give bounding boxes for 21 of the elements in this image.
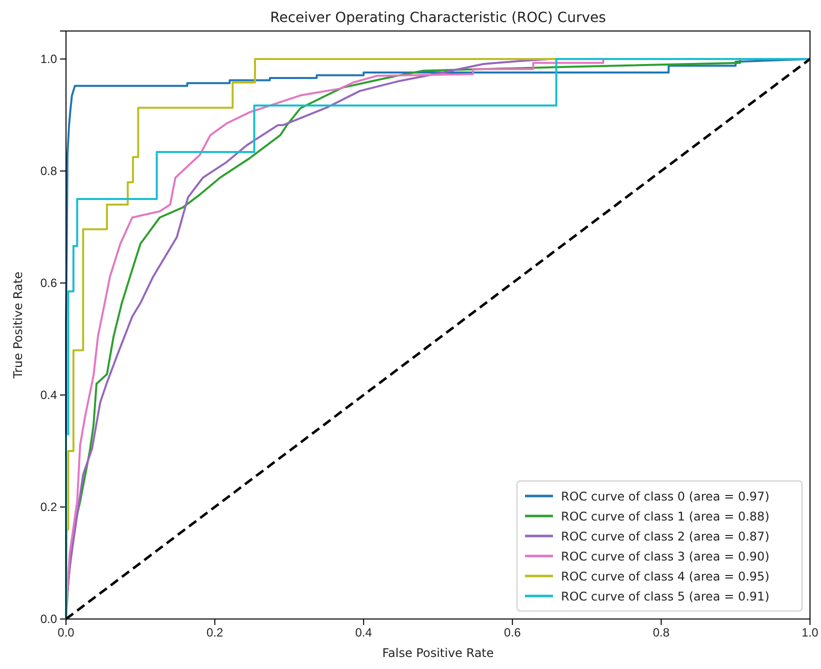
x-tick-label: 0.2 — [206, 626, 224, 640]
y-tick-label: 0.0 — [40, 612, 58, 626]
chart-title: Receiver Operating Characteristic (ROC) Curves — [270, 10, 606, 26]
y-tick-label: 0.8 — [40, 164, 58, 178]
y-tick-label: 1.0 — [40, 52, 58, 66]
x-tick-label: 0.4 — [355, 626, 372, 640]
x-tick-label: 0.0 — [58, 626, 75, 640]
legend-label: ROC curve of class 3 (area = 0.90) — [561, 550, 770, 564]
legend-label: ROC curve of class 0 (area = 0.97) — [561, 490, 770, 504]
y-axis-title: True Positive Rate — [11, 272, 25, 380]
x-tick-label: 1.0 — [802, 626, 819, 640]
y-tick-label: 0.2 — [40, 500, 58, 514]
legend-label: ROC curve of class 1 (area = 0.88) — [561, 510, 770, 524]
x-axis-title: False Positive Rate — [382, 646, 494, 660]
x-tick-label: 0.8 — [652, 626, 670, 640]
legend-label: ROC curve of class 5 (area = 0.91) — [561, 590, 770, 604]
x-tick-label: 0.6 — [504, 626, 522, 640]
legend-label: ROC curve of class 2 (area = 0.87) — [561, 530, 770, 544]
y-tick-label: 0.6 — [40, 276, 58, 290]
y-tick-label: 0.4 — [40, 388, 58, 402]
legend-label: ROC curve of class 4 (area = 0.95) — [561, 570, 770, 584]
